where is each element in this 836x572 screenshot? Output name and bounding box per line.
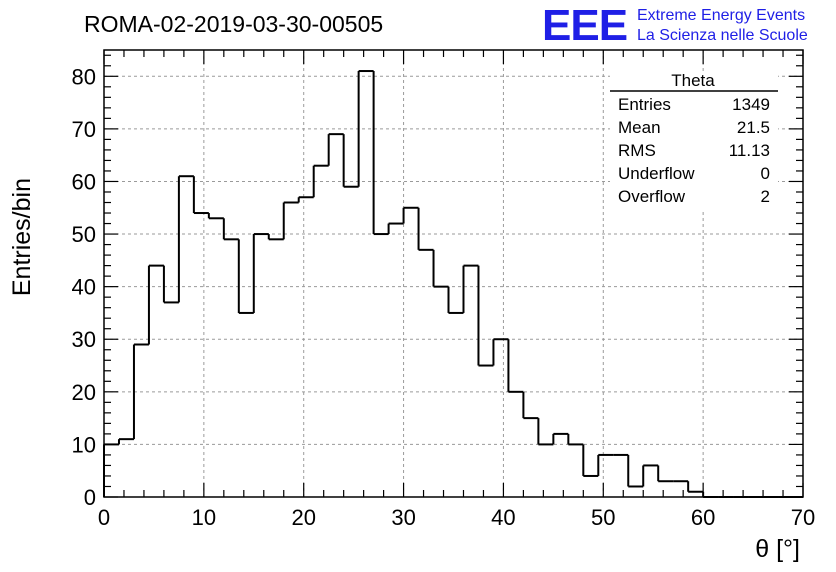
stats-rows: Entries 1349 Mean 21.5 RMS 11.13 Underflow 0 Ove… — [618, 95, 770, 206]
histogram-bin — [657, 465, 674, 483]
histogram-bin — [267, 234, 284, 241]
histogram-bin — [447, 286, 464, 314]
y-tick-label: 70 — [72, 117, 96, 142]
histogram-bin — [627, 454, 644, 488]
y-tick-label: 0 — [84, 485, 96, 510]
histogram-bin — [507, 339, 524, 393]
histogram-bin — [417, 207, 434, 251]
histogram-bars — [103, 70, 803, 498]
stats-box: Theta Entries 1349 Mean 21.5 RMS 11.13 Underfl… — [610, 71, 778, 209]
stats-row-value: 2 — [761, 187, 770, 206]
chart-title: ROMA-02-2019-03-30-00505 — [84, 11, 383, 37]
histogram-bin — [492, 338, 509, 366]
histogram-bin — [297, 196, 314, 203]
stats-row-label: Entries — [618, 95, 671, 114]
histogram-bin — [103, 443, 119, 497]
stats-row-value: 21.5 — [737, 118, 770, 137]
plot-frame — [103, 49, 804, 498]
y-tick-label: 20 — [72, 380, 96, 405]
histogram-bin — [327, 133, 344, 166]
histogram-bin — [702, 491, 719, 498]
histogram-bin — [462, 264, 479, 313]
x-tick-label: 70 — [791, 505, 815, 530]
histogram-bin — [252, 233, 269, 313]
x-tick-label: 10 — [192, 505, 216, 530]
y-tick-label: 60 — [72, 169, 96, 194]
stats-row-label: RMS — [618, 141, 656, 160]
y-tick-label: 80 — [72, 64, 96, 89]
logo-line-1: Extreme Energy Events — [637, 7, 805, 24]
y-tick-label: 30 — [72, 327, 96, 352]
histogram-bin — [537, 418, 554, 446]
axes — [103, 49, 804, 498]
y-axis-title: Entries/bin — [8, 178, 36, 296]
histogram-bin — [162, 265, 179, 304]
histogram-bin — [312, 164, 329, 198]
logo-mark: EEE — [542, 1, 627, 50]
x-tick-label: 30 — [391, 505, 415, 530]
histogram-bin — [552, 432, 569, 445]
histogram-bin — [117, 438, 134, 445]
x-tick-label: 20 — [291, 505, 315, 530]
histogram-bin — [177, 175, 194, 303]
x-axis-title: θ [°] — [755, 535, 800, 563]
eee-logo: EEE Extreme Energy Events La Scienza nel… — [542, 1, 808, 50]
histogram-bin — [387, 222, 404, 235]
stats-row-label: Underflow — [618, 164, 695, 183]
stats-box-background — [610, 72, 778, 209]
histogram-bin — [522, 391, 539, 420]
y-tick-label: 50 — [72, 222, 96, 247]
stats-row-value: 1349 — [732, 95, 770, 114]
histogram-bin — [597, 453, 614, 476]
x-tick-label: 60 — [691, 505, 715, 530]
histogram-bin — [582, 444, 599, 477]
stats-row-value: 0 — [761, 164, 770, 183]
histogram-bin — [207, 213, 224, 220]
stats-row-label: Overflow — [618, 187, 686, 206]
histogram-bin — [567, 433, 584, 446]
histogram-bin — [402, 206, 419, 224]
stats-row-label: Mean — [618, 118, 661, 137]
x-axis-ticks: 0 10 20 30 40 50 60 70 — [98, 50, 815, 530]
x-tick-label: 0 — [98, 505, 110, 530]
y-tick-label: 10 — [72, 432, 96, 457]
histogram-bin — [477, 265, 494, 367]
histogram-bin — [282, 201, 299, 240]
x-tick-label: 50 — [591, 505, 615, 530]
histogram-bin — [222, 218, 239, 241]
y-tick-label: 40 — [72, 275, 96, 300]
histogram-bin — [132, 343, 149, 440]
logo-line-2: La Scienza nelle Scuole — [637, 27, 808, 44]
stats-name: Theta — [671, 71, 715, 90]
histogram-bin — [372, 71, 389, 236]
histogram-bin — [642, 464, 659, 487]
histogram-bin — [147, 264, 164, 345]
histogram-bin — [357, 70, 374, 187]
x-tick-label: 40 — [491, 505, 515, 530]
histogram-bin — [237, 239, 254, 314]
histogram-bin — [687, 481, 704, 493]
stats-row-value: 11.13 — [729, 141, 770, 160]
histogram-bin — [342, 134, 359, 188]
histogram-bin — [192, 176, 209, 215]
histogram-bin — [432, 249, 449, 288]
